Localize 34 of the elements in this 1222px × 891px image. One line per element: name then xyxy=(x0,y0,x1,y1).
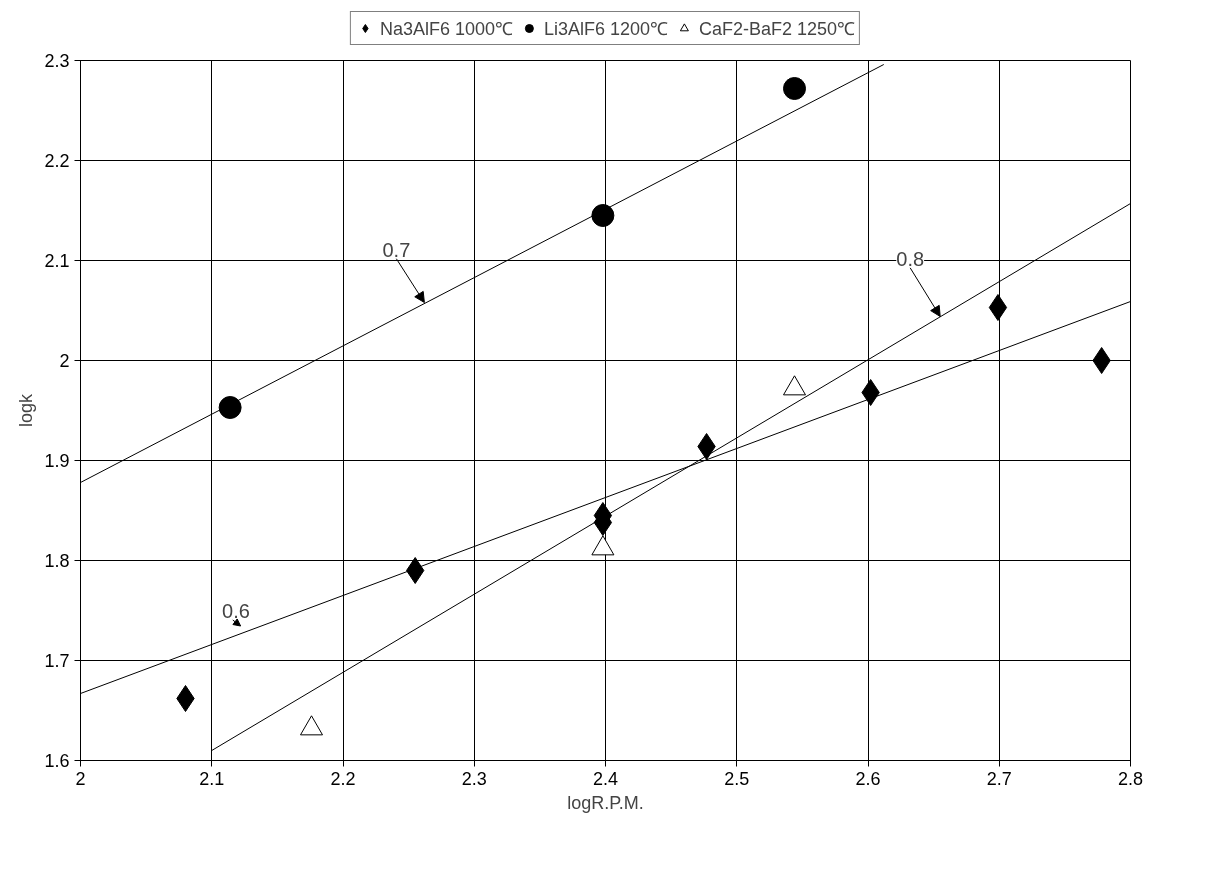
point xyxy=(861,379,880,406)
point xyxy=(406,557,425,584)
point xyxy=(1092,347,1111,374)
legend-label: CaF2-BaF2 1250℃ xyxy=(699,18,856,40)
legend-label: Li3AlF6 1200℃ xyxy=(543,18,669,40)
x-tick-label: 2.7 xyxy=(986,768,1012,789)
y-tick-label: 1.7 xyxy=(44,651,70,671)
x-tick-label: 2.3 xyxy=(461,768,487,789)
x-tick-label: 2.6 xyxy=(855,768,881,789)
y-tick-label: 2.1 xyxy=(44,251,70,271)
x-tick-label: 2.2 xyxy=(330,768,356,789)
y-tick-label: 2.2 xyxy=(44,151,70,171)
point xyxy=(176,685,195,712)
point xyxy=(697,433,716,460)
point xyxy=(591,204,615,227)
point xyxy=(988,294,1008,321)
x-tick-label: 2.4 xyxy=(592,768,619,789)
y-tick-label: 1.8 xyxy=(44,551,70,571)
y-axis-title: logk xyxy=(16,392,37,428)
y-tick-label: 2.3 xyxy=(44,51,70,71)
x-axis-title: logR.P.M. xyxy=(567,792,644,813)
annotation: 0.7 xyxy=(382,238,411,261)
x-tick-label: 2 xyxy=(75,768,86,789)
point xyxy=(218,396,242,419)
x-tick-label: 2.5 xyxy=(724,768,750,789)
x-tick-label: 2.1 xyxy=(199,768,225,789)
y-tick-label: 2 xyxy=(59,351,70,371)
x-tick-label: 2.8 xyxy=(1117,768,1144,789)
point xyxy=(783,77,806,100)
legend-label: Na3AlF6 1000℃ xyxy=(379,18,513,40)
annotation: 0.6 xyxy=(222,600,250,622)
y-tick-label: 1.9 xyxy=(44,451,70,471)
y-tick-label: 1.6 xyxy=(44,751,70,771)
annotation: 0.8 xyxy=(896,247,925,270)
